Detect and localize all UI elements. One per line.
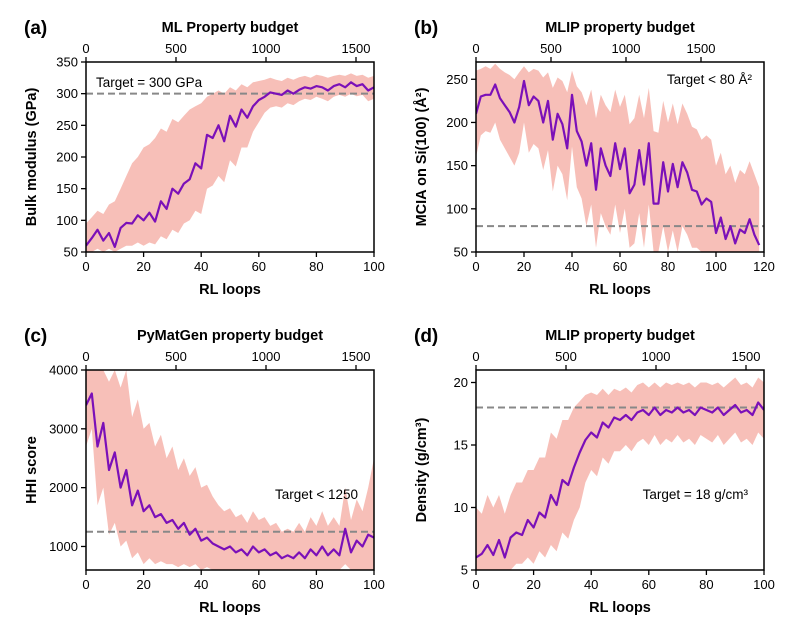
top-tick-label: 0 xyxy=(82,41,89,56)
top-tick-label: 1000 xyxy=(252,41,281,56)
y-tick-label: 150 xyxy=(446,158,468,173)
x-tick-label: 100 xyxy=(753,577,775,592)
plot-area xyxy=(476,377,764,570)
x-axis-label: RL loops xyxy=(199,600,261,616)
x-tick-label: 0 xyxy=(82,577,89,592)
x-tick-label: 100 xyxy=(363,577,385,592)
y-tick-label: 350 xyxy=(56,55,78,70)
axes-frame xyxy=(475,369,765,571)
top-tick-label: 500 xyxy=(165,41,187,56)
top-tick-label: 500 xyxy=(165,349,187,364)
y-tick-label: 1000 xyxy=(49,539,78,554)
top-tick-label: 1500 xyxy=(342,349,371,364)
y-tick-label: 20 xyxy=(454,375,468,390)
plot-area xyxy=(476,63,764,252)
x-tick-label: 40 xyxy=(565,259,579,274)
x-tick-label: 100 xyxy=(363,259,385,274)
target-annotation: Target = 300 GPa xyxy=(96,75,203,90)
y-tick-label: 3000 xyxy=(49,421,78,436)
mean-line xyxy=(86,392,374,560)
y-tick-label: 15 xyxy=(454,438,468,453)
y-axis-label: Density (g/cm³) xyxy=(414,417,430,522)
top-tick-label: 1000 xyxy=(252,349,281,364)
panel-b: 0 20 40 60 80 100 120 50 100 150 200 250 0 500 1000 150… xyxy=(413,18,775,298)
x-tick-label: 80 xyxy=(309,259,323,274)
top-axis-title: MLIP property budget xyxy=(545,328,695,344)
plot-area xyxy=(86,370,374,570)
y-tick-label: 4000 xyxy=(49,363,78,378)
panel-label: (a) xyxy=(24,18,47,39)
y-tick-label: 2000 xyxy=(49,480,78,495)
top-tick-label: 0 xyxy=(472,41,479,56)
x-axis-label: RL loops xyxy=(199,282,261,298)
y-tick-label: 250 xyxy=(446,72,468,87)
top-tick-label: 1500 xyxy=(732,349,761,364)
y-tick-label: 100 xyxy=(446,201,468,216)
x-tick-label: 20 xyxy=(517,259,531,274)
x-tick-label: 80 xyxy=(309,577,323,592)
x-tick-label: 0 xyxy=(472,577,479,592)
top-tick-label: 0 xyxy=(472,349,479,364)
top-axis-title: MLIP property budget xyxy=(545,20,695,36)
x-tick-label: 20 xyxy=(136,259,150,274)
y-tick-label: 300 xyxy=(56,86,78,101)
y-tick-label: 5 xyxy=(461,563,468,578)
x-tick-label: 40 xyxy=(584,577,598,592)
top-tick-label: 0 xyxy=(82,349,89,364)
mean-line xyxy=(86,81,374,248)
x-tick-label: 40 xyxy=(194,259,208,274)
top-tick-label: 1500 xyxy=(342,41,371,56)
y-tick-label: 250 xyxy=(56,118,78,133)
panel-label: (b) xyxy=(414,18,438,39)
x-tick-label: 40 xyxy=(194,577,208,592)
x-tick-label: 0 xyxy=(82,259,89,274)
y-tick-label: 10 xyxy=(454,500,468,515)
y-tick-label: 50 xyxy=(454,245,468,260)
top-tick-label: 1000 xyxy=(642,349,671,364)
y-tick-label: 50 xyxy=(64,245,78,260)
x-tick-label: 100 xyxy=(705,259,727,274)
y-axis-label: MCIA on Si(100) (Å²) xyxy=(413,87,430,226)
y-axis-label: Bulk modulus (GPa) xyxy=(24,88,40,227)
panel-c: 0 20 40 60 80 100 1000 2000 3000 4000 0 500 1000 1500… xyxy=(24,326,385,616)
x-axis-label: RL loops xyxy=(589,600,651,616)
top-axis-title: PyMatGen property budget xyxy=(137,328,323,344)
x-tick-label: 80 xyxy=(661,259,675,274)
mean-line xyxy=(476,401,764,559)
panel-d: 0 20 40 60 80 100 5 10 15 20 0 500 1000 1500 MLIP prop… xyxy=(414,326,775,616)
y-tick-label: 200 xyxy=(446,115,468,130)
target-annotation: Target < 1250 xyxy=(275,487,358,502)
y-axis-label: HHI score xyxy=(24,436,40,504)
target-annotation: Target = 18 g/cm³ xyxy=(643,487,749,502)
mean-line xyxy=(476,79,761,246)
axes-frame xyxy=(85,369,375,571)
x-tick-label: 20 xyxy=(136,577,150,592)
x-tick-label: 60 xyxy=(252,577,266,592)
top-tick-label: 1000 xyxy=(612,41,641,56)
plot-area xyxy=(86,73,374,252)
top-tick-label: 1500 xyxy=(687,41,716,56)
x-axis-label: RL loops xyxy=(589,282,651,298)
uncertainty-band xyxy=(86,73,374,252)
top-tick-label: 500 xyxy=(555,349,577,364)
top-tick-label: 500 xyxy=(540,41,562,56)
uncertainty-band xyxy=(86,370,374,570)
x-tick-label: 60 xyxy=(252,259,266,274)
panel-label: (d) xyxy=(414,326,438,347)
y-tick-label: 100 xyxy=(56,213,78,228)
x-tick-label: 60 xyxy=(642,577,656,592)
y-tick-label: 150 xyxy=(56,181,78,196)
x-tick-label: 80 xyxy=(699,577,713,592)
x-tick-label: 20 xyxy=(526,577,540,592)
panel-label: (c) xyxy=(24,326,47,347)
target-annotation: Target < 80 Å² xyxy=(667,72,753,87)
uncertainty-band xyxy=(476,377,764,570)
x-tick-label: 0 xyxy=(472,259,479,274)
y-tick-label: 200 xyxy=(56,150,78,165)
x-tick-label: 60 xyxy=(613,259,627,274)
x-tick-label: 120 xyxy=(753,259,775,274)
top-axis-title: ML Property budget xyxy=(162,20,299,36)
panel-a: 0 20 40 60 80 100 50 100 150 200 250 300 350 0 500 1000… xyxy=(24,18,385,298)
